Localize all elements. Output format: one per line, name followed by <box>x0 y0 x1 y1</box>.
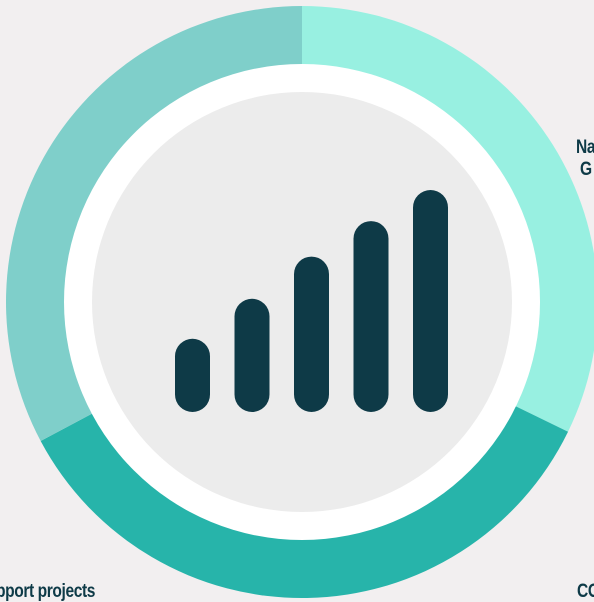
segment-label-bottom-left: pport projects <box>0 581 96 602</box>
signal-bar-2 <box>234 298 270 412</box>
segment-label-top-right-line2: G <box>580 159 592 180</box>
signal-bars-icon <box>175 190 448 412</box>
signal-bar-4 <box>353 221 389 412</box>
signal-bar-3 <box>294 256 329 412</box>
signal-bar-1 <box>175 338 210 412</box>
segment-label-top-right: Na <box>576 137 594 158</box>
segment-label-bottom-right: CO <box>577 581 594 602</box>
signal-bar-5 <box>413 190 448 412</box>
